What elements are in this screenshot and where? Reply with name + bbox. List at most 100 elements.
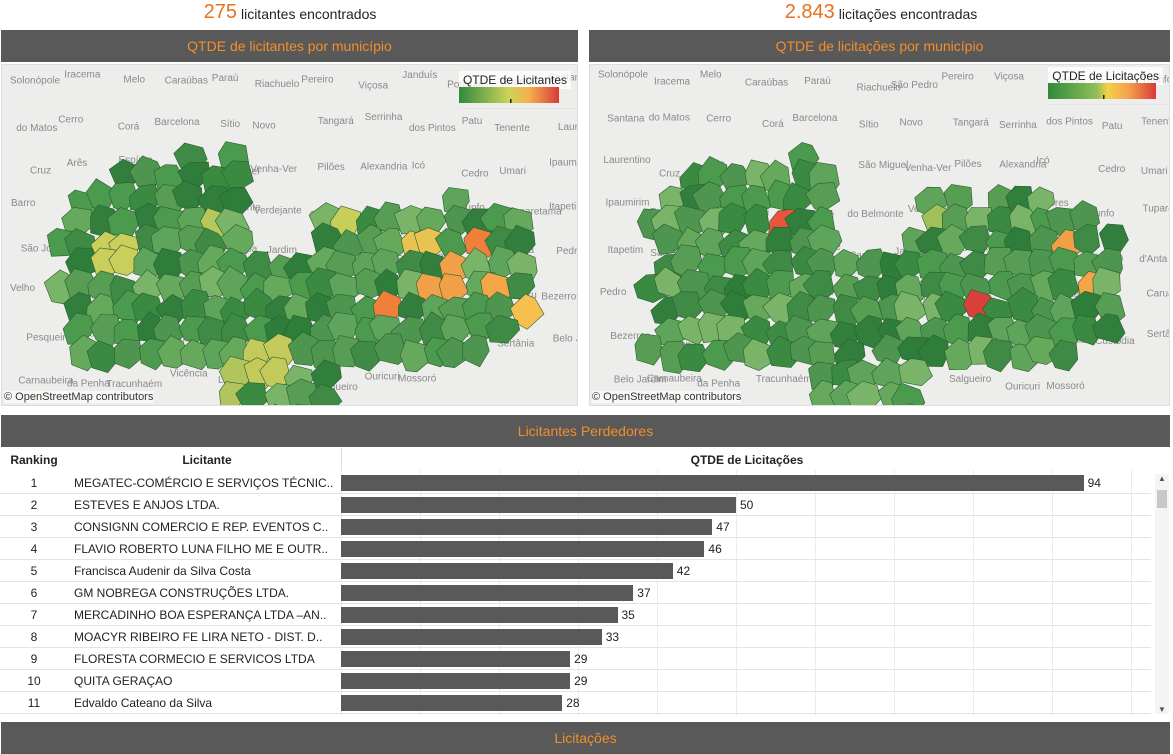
bar[interactable] xyxy=(341,497,736,513)
gridline xyxy=(894,470,895,716)
municipality-shape[interactable] xyxy=(634,333,663,366)
municipality-shape[interactable] xyxy=(86,340,121,374)
municipality-shape[interactable] xyxy=(509,293,545,330)
row-licitante: FLORESTA CORMECIO E SERVICOS LTDA xyxy=(74,652,315,666)
bar[interactable] xyxy=(341,585,634,601)
municipality-shape[interactable] xyxy=(461,334,490,368)
municipality-shape[interactable] xyxy=(958,225,992,254)
map-place-label: Patu xyxy=(1102,121,1123,132)
municipality-shape[interactable] xyxy=(677,343,710,373)
map-place-label: Mossoró xyxy=(1046,381,1085,392)
map-place-label: Pilões xyxy=(954,159,981,170)
col-licitante[interactable]: Licitante xyxy=(182,453,232,467)
map-place-label: Sítio xyxy=(220,119,240,130)
map-place-label: Alexandria xyxy=(999,160,1047,171)
bar[interactable] xyxy=(341,673,571,689)
table-row[interactable]: 7 MERCADINHO BOA ESPERANÇA LTDA –AN.. 35 xyxy=(0,604,1151,626)
municipality-shape[interactable] xyxy=(114,338,144,370)
map-place-label: Tracunhaém xyxy=(106,379,162,390)
map-place-label: Venha-Ver xyxy=(250,164,297,175)
map-place-label: Pedro xyxy=(556,246,578,257)
table-row[interactable]: 8 MOACYR RIBEIRO FE LIRA NETO - DIST. D..… xyxy=(0,626,1151,648)
bar[interactable] xyxy=(341,475,1084,491)
bar[interactable] xyxy=(341,607,618,623)
municipality-shape[interactable] xyxy=(287,331,320,366)
map-place-label: Tangará xyxy=(318,116,355,127)
row-licitante: CONSIGNN COMERCIO E REP. EVENTOS C.. xyxy=(74,520,329,534)
municipality-shape[interactable] xyxy=(895,403,928,407)
map-place-label: Carnaubeira xyxy=(647,373,702,384)
section-licitacoes-header: Licitações xyxy=(1,722,1170,754)
municipality-shape[interactable] xyxy=(1025,335,1059,365)
municipality-shape[interactable] xyxy=(373,333,408,365)
row-licitante: FLAVIO ROBERTO LUNA FILHO ME E OUTR.. xyxy=(74,542,329,556)
map-place-label: Melo xyxy=(123,75,145,86)
scroll-up-icon[interactable]: ▲ xyxy=(1158,474,1166,483)
table-scrollbar[interactable]: ▲ ▼ xyxy=(1155,474,1169,714)
municipality-shape[interactable] xyxy=(651,223,684,255)
map-place-label: Belo Jardim xyxy=(614,374,667,385)
municipality-shape[interactable] xyxy=(235,382,268,407)
municipality-shape[interactable] xyxy=(808,379,838,406)
municipality-shape[interactable] xyxy=(221,160,254,189)
municipality-shape[interactable] xyxy=(898,358,933,387)
map-licitantes[interactable]: Solonópole Iracema Melo Caraúbas Paraú Riachu… xyxy=(1,64,578,406)
map-place-label: Flores xyxy=(1041,198,1069,209)
table-row[interactable]: 9 FLORESTA CORMECIO E SERVICOS LTDA 29 xyxy=(0,648,1151,670)
bar[interactable] xyxy=(341,541,705,557)
map-place-label: Ipaumirim xyxy=(549,158,578,169)
map-attribution[interactable]: © OpenStreetMap contributors xyxy=(592,391,742,403)
bar-value-label: 50 xyxy=(740,498,754,512)
table-row[interactable]: 11 Edvaldo Cateano da Silva 28 xyxy=(0,692,1151,714)
table-row[interactable]: 1 MEGATEC-COMÉRCIO E SERVIÇOS TÉCNIC.. 94 xyxy=(0,472,1151,494)
row-licitante: Edvaldo Cateano da Silva xyxy=(74,696,213,710)
bar[interactable] xyxy=(341,629,602,645)
municipality-shape[interactable] xyxy=(1048,339,1079,372)
municipality-shape[interactable] xyxy=(220,224,254,255)
municipality-shape[interactable] xyxy=(845,380,882,406)
map-licitantes-canvas[interactable]: Solonópole Iracema Melo Caraúbas Paraú Riachu… xyxy=(2,65,578,406)
map-place-label: Caraúbas xyxy=(745,78,788,89)
col-ranking[interactable]: Ranking xyxy=(10,453,58,467)
gridline xyxy=(1052,470,1053,716)
table-row[interactable]: 3 CONSIGNN COMERCIO E REP. EVENTOS C.. 47 xyxy=(0,516,1151,538)
scroll-down-icon[interactable]: ▼ xyxy=(1158,705,1166,714)
bar-value-label: 94 xyxy=(1087,476,1101,490)
municipality-shape[interactable] xyxy=(139,338,167,371)
bar[interactable] xyxy=(341,519,713,535)
bar[interactable] xyxy=(341,651,571,667)
map-place-label: Janduís xyxy=(402,70,437,81)
municipality-shape[interactable] xyxy=(917,334,949,367)
table-row[interactable]: 6 GM NOBREGA CONSTRUÇÕES LTDA. 37 xyxy=(0,582,1151,604)
map-attribution[interactable]: © OpenStreetMap contributors xyxy=(4,391,154,403)
map-licitacoes[interactable]: Solonópole Iracema Melo Caraúbas Paraú Riachu… xyxy=(589,64,1170,406)
municipality-shape[interactable] xyxy=(349,340,381,372)
municipality-shape[interactable] xyxy=(308,383,343,406)
bar[interactable] xyxy=(341,563,673,579)
map-place-label: Tenente xyxy=(494,123,530,134)
municipality-shape[interactable] xyxy=(262,403,295,406)
municipality-shape[interactable] xyxy=(891,382,926,406)
col-qtde[interactable]: QTDE de Licitações xyxy=(341,448,1152,472)
table-row[interactable]: 4 FLAVIO ROBERTO LUNA FILHO ME E OUTR.. 46 xyxy=(0,538,1151,560)
municipality-shape[interactable] xyxy=(1072,314,1102,346)
row-ranking: 5 xyxy=(30,564,38,578)
table-row[interactable]: 10 QUITA GERAÇAO 29 xyxy=(0,670,1151,692)
municipality-shape[interactable] xyxy=(982,338,1016,373)
bar[interactable] xyxy=(341,695,563,711)
map-place-label: Verdejante xyxy=(254,205,302,216)
table-row[interactable]: 5 Francisca Audenir da Silva Costa 42 xyxy=(0,560,1151,582)
municipality-shape[interactable] xyxy=(289,404,319,406)
map-place-label: do Belmonte xyxy=(847,209,904,220)
municipality-shape[interactable] xyxy=(1092,313,1126,344)
row-licitante: MERCADINHO BOA ESPERANÇA LTDA –AN.. xyxy=(74,608,327,622)
municipality-shape[interactable] xyxy=(485,314,521,344)
table-row[interactable]: 2 ESTEVES E ANJOS LTDA. 50 xyxy=(0,494,1151,516)
row-ranking: 10 xyxy=(27,674,41,688)
scroll-thumb[interactable] xyxy=(1157,490,1167,508)
row-ranking: 8 xyxy=(30,630,38,644)
map-place-label: Itapetim xyxy=(549,202,578,213)
row-licitante: MOACYR RIBEIRO FE LIRA NETO - DIST. D.. xyxy=(74,630,323,644)
row-ranking: 3 xyxy=(30,520,38,534)
map-licitacoes-canvas[interactable]: Solonópole Iracema Melo Caraúbas Paraú Riachu… xyxy=(590,65,1170,406)
